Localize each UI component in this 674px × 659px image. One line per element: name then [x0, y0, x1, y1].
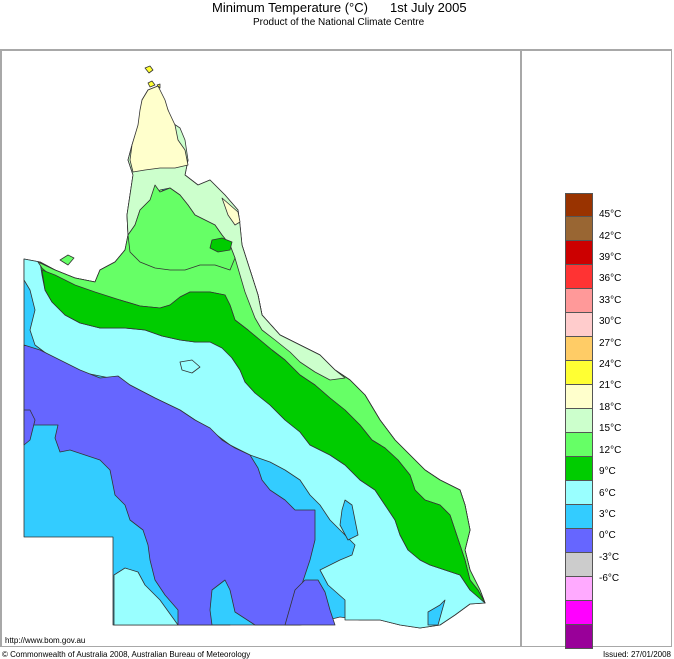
temperature-map [23, 65, 486, 629]
map-zone-cyan-south [427, 599, 446, 626]
title-date: 1st July 2005 [390, 0, 467, 15]
legend-swatch [565, 313, 593, 337]
legend-label: 12°C [599, 445, 622, 456]
legend-label: 24°C [599, 359, 622, 370]
map-zone-cream [129, 85, 189, 173]
map-island-north-3 [156, 83, 161, 89]
legend-label: -3°C [599, 552, 620, 563]
temperature-legend [565, 193, 593, 649]
legend-swatch [565, 625, 593, 649]
map-frame [0, 49, 672, 647]
map-blob-dark-green-1 [209, 237, 233, 253]
copyright-notice: © Commonwealth of Australia 2008, Austra… [2, 650, 251, 659]
legend-swatch [565, 361, 593, 385]
legend-separator [520, 49, 522, 647]
legend-label: 0°C [599, 530, 616, 541]
legend-swatch [565, 457, 593, 481]
legend-swatch [565, 289, 593, 313]
legend-label: 36°C [599, 273, 622, 284]
legend-swatch [565, 337, 593, 361]
map-blob-light-cyan [179, 359, 201, 374]
legend-swatch [565, 601, 593, 625]
legend-swatch [565, 505, 593, 529]
legend-label: 18°C [599, 402, 622, 413]
map-zone-dark-green-band [41, 269, 486, 604]
legend-label: 42°C [599, 231, 622, 242]
legend-label: 15°C [599, 423, 622, 434]
legend-swatch [565, 241, 593, 265]
legend-label: 6°C [599, 488, 616, 499]
legend-swatch [565, 265, 593, 289]
legend-swatch [565, 409, 593, 433]
legend-label: 21°C [599, 380, 622, 391]
map-title: Minimum Temperature (°C) 1st July 2005 [212, 0, 467, 15]
map-zone-blue-south [284, 579, 336, 626]
legend-swatch [565, 433, 593, 457]
legend-label: 27°C [599, 338, 622, 349]
legend-swatch [565, 217, 593, 241]
map-zone-cream-coast [221, 197, 241, 226]
map-subtitle: Product of the National Climate Centre [253, 17, 425, 28]
legend-label: 30°C [599, 316, 622, 327]
map-zone-light-cyan-sw [113, 567, 179, 626]
source-link[interactable]: http://www.bom.gov.au [5, 636, 86, 645]
map-zone-cyan-west [23, 409, 36, 446]
issued-date: Issued: 27/01/2008 [602, 650, 671, 659]
map-island-gulf [59, 254, 75, 266]
map-island-north-2 [147, 80, 156, 88]
legend-swatch [565, 529, 593, 553]
legend-label: 9°C [599, 466, 616, 477]
legend-label: -6°C [599, 573, 620, 584]
title-text: Minimum Temperature (°C) [212, 0, 368, 15]
legend-swatch [565, 193, 593, 217]
legend-swatch [565, 385, 593, 409]
legend-label: 33°C [599, 295, 622, 306]
legend-swatch [565, 577, 593, 601]
legend-label: 3°C [599, 509, 616, 520]
legend-label: 39°C [599, 252, 622, 263]
map-zone-blue [23, 344, 316, 626]
map-island-north-1 [144, 65, 154, 74]
map-zone-green-cape [127, 184, 236, 271]
legend-swatch [565, 553, 593, 577]
legend-swatch [565, 481, 593, 505]
legend-label: 45°C [599, 209, 622, 220]
map-blob-cyan-south [339, 499, 359, 541]
